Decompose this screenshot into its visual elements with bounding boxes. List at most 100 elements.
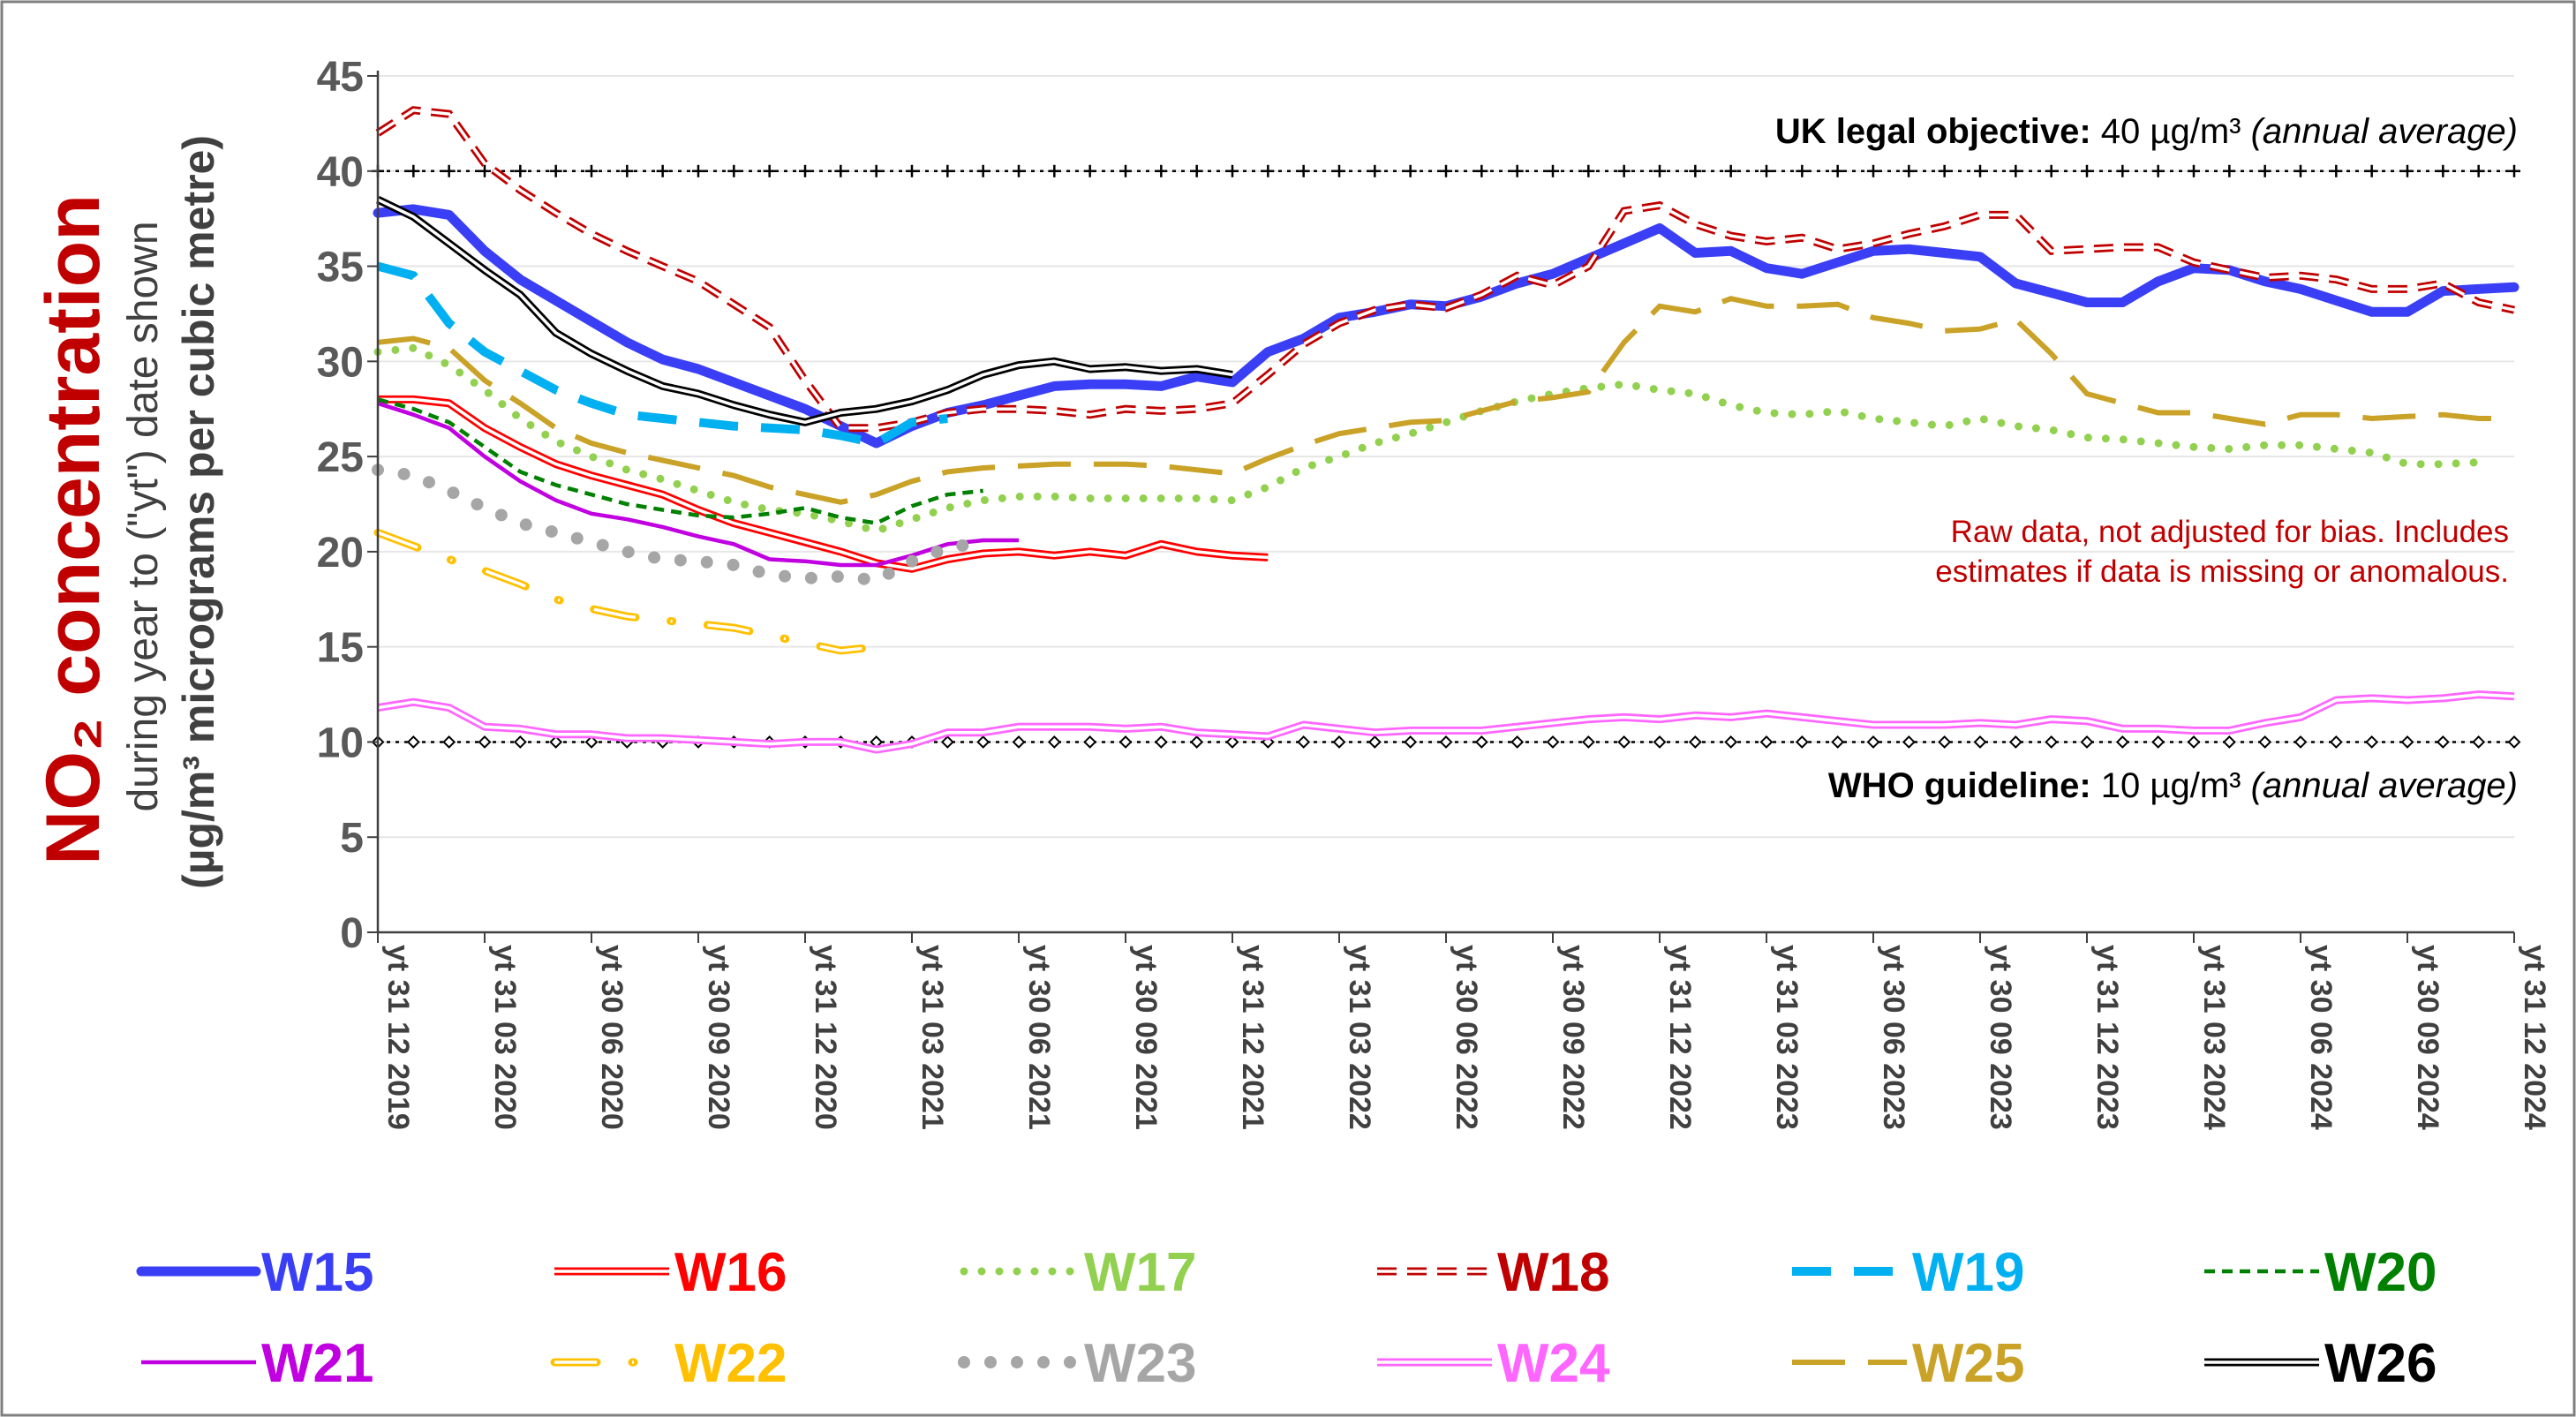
legend-item-W18: W18 [1377,1242,1609,1303]
uk-objective-value: 40 µg/m³ [2091,112,2251,151]
x-tick-label: yt 30 09 2020 [702,945,735,1130]
series-W23 [372,464,990,587]
ref-marker [1474,735,1488,749]
x-tick-label: yt 30 06 2024 [2304,945,2338,1130]
x-tick-label: yt 31 12 2020 [809,945,842,1130]
ref-marker [1795,735,1809,749]
line-W16-inner [378,397,1269,571]
legend-label-W23: W23 [1084,1333,1196,1394]
x-tick-label: yt 31 03 2022 [1343,945,1376,1130]
legend-label-W19: W19 [1912,1242,2024,1303]
ref-marker [1546,735,1560,749]
y-tick-40: 40 [317,149,364,196]
line-W20 [377,397,983,525]
ref-marker [1581,735,1595,749]
y-axis-label-line2: (µg/m³ micrograms per cubic metre) [174,135,223,889]
ref-marker [2507,735,2521,749]
x-tick-label: yt 31 03 2021 [915,945,949,1130]
line-W26-inner [377,198,1233,425]
ref-marker [2222,735,2236,749]
legend-item-W23: W23 [958,1333,1196,1394]
legend-item-W15: W15 [136,1242,373,1303]
who-guideline-label: WHO guideline: 10 µg/m³ (annual average) [1828,766,2518,805]
ref-marker [1119,735,1133,749]
y-tick-20: 20 [317,530,364,577]
chart-title: NO₂ concentration [31,194,116,865]
ref-marker [940,735,954,749]
ref-marker [2400,735,2414,749]
ref-marker [1297,735,1311,749]
ref-marker [2436,735,2450,749]
ref-marker [584,735,599,749]
ref-marker [1973,735,1987,749]
legend: W15 W16 W17 W18 W19 W20 W21 W22 W23 W24 W25 W26 [136,1242,2437,1394]
legend-label-W20: W20 [2324,1242,2437,1303]
x-tick-labels: yt 31 12 2019 yt 31 03 2020 yt 30 06 2020 y… [377,932,2551,1130]
line-W22-inner [377,531,877,652]
x-tick-label: yt 31 12 2022 [1663,945,1697,1130]
note-line-2: estimates if data is missing or anomalou… [1935,554,2509,589]
ref-marker [1190,735,1204,749]
ref-marker [1724,735,1738,749]
legend-label-W17: W17 [1084,1242,1196,1303]
uk-objective-bold: UK legal objective: [1775,112,2091,151]
ref-marker [1404,735,1418,749]
series-W25 [377,296,2514,505]
y-tick-labels: 0 5 10 15 20 25 30 35 40 45 [317,54,378,957]
series-W20 [377,397,983,525]
legend-label-W16: W16 [674,1242,787,1303]
reference-lines [371,164,2521,749]
ref-marker [1866,735,1880,749]
legend-label-W21: W21 [261,1333,373,1394]
ref-marker [2008,735,2022,749]
legend-label-W26: W26 [2324,1333,2437,1394]
x-tick-label: yt 31 12 2023 [2090,945,2124,1130]
x-tick-label: yt 31 12 2024 [2518,945,2551,1130]
series-group [372,106,2520,754]
ref-marker [549,735,563,749]
who-guideline-italic: (annual average) [2251,766,2518,805]
series-W16 [378,395,1269,573]
ref-marker [2329,735,2343,749]
uk-objective-label: UK legal objective: 40 µg/m³ (annual ave… [1775,112,2518,151]
legend-label-W24: W24 [1497,1333,1610,1394]
x-tick-label: yt 30 06 2023 [1877,945,1910,1130]
ref-marker [2115,735,2129,749]
y-tick-30: 30 [317,339,364,386]
ref-marker [2151,735,2165,749]
line-W17 [373,343,2483,535]
uk-objective-italic: (annual average) [2251,112,2518,151]
series-W17 [373,343,2483,535]
ref-marker [2365,735,2379,749]
legend-item-W19: W19 [1792,1242,2024,1303]
legend-label-W25: W25 [1912,1333,2024,1394]
y-tick-15: 15 [317,625,364,672]
ref-marker [1332,735,1346,749]
x-tick-label: yt 31 12 2021 [1236,945,1269,1130]
y-tick-45: 45 [317,54,364,101]
series-W26 [376,196,1233,426]
ref-marker [1510,735,1525,749]
legend-item-W25: W25 [1792,1333,2024,1394]
note-line-1: Raw data, not adjusted for bias. Include… [1951,515,2509,549]
ref-marker [2294,735,2308,749]
x-tick-label: yt 30 09 2021 [1129,945,1163,1130]
ref-marker [478,735,492,749]
line-W18-inner [377,108,2515,430]
ref-marker [1225,735,1239,749]
line-W25 [377,296,2514,505]
x-tick-label: yt 30 09 2024 [2411,945,2444,1130]
x-tick-label: yt 30 06 2022 [1450,945,1483,1130]
legend-item-W24: W24 [1377,1333,1610,1394]
ref-marker [1653,735,1667,749]
y-tick-5: 5 [340,815,364,862]
y-tick-35: 35 [317,245,364,291]
ref-marker [1154,735,1168,749]
ref-marker [2472,735,2486,749]
legend-label-W15: W15 [261,1242,373,1303]
x-tick-label: yt 30 06 2021 [1022,945,1056,1130]
ref-marker [1617,735,1631,749]
y-tick-25: 25 [317,434,364,481]
legend-label-W18: W18 [1497,1242,1609,1303]
